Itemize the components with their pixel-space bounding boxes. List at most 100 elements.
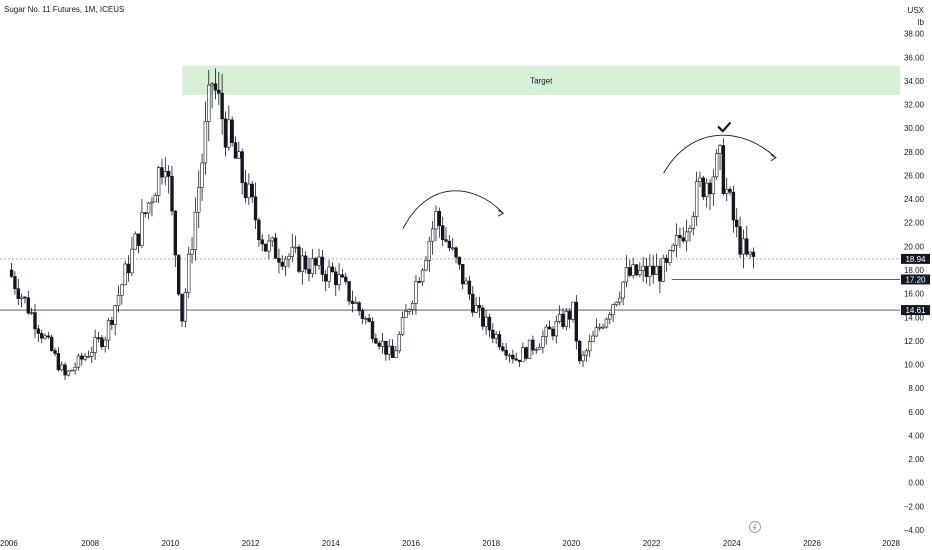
candle-up — [130, 248, 134, 274]
candle-down — [487, 316, 492, 331]
candle-up — [674, 235, 679, 246]
arc-arrow[interactable] — [402, 190, 504, 229]
candle-up — [608, 314, 612, 320]
arrow-head — [770, 154, 777, 162]
candle-down — [751, 251, 756, 258]
candle-up — [283, 258, 288, 267]
y-tick-label: 34.00 — [904, 77, 925, 86]
candle-down — [567, 311, 572, 320]
candle-down — [110, 320, 114, 325]
candle-up — [270, 237, 274, 242]
y-tick-label: 12.00 — [904, 337, 925, 346]
y-tick-label: 28.00 — [904, 148, 925, 157]
candle-down — [96, 337, 101, 339]
candle-down — [250, 183, 254, 198]
price-tags-layer: 18.94 17.20 14.61 — [901, 253, 930, 316]
candle-down — [531, 339, 535, 351]
x-tick-label: 2008 — [81, 539, 99, 548]
candle-up — [397, 334, 401, 352]
candle-up — [588, 341, 592, 352]
candle-up — [146, 202, 151, 214]
candle-up — [474, 305, 478, 313]
candle-down — [173, 210, 178, 256]
candle-up — [380, 340, 385, 347]
target-zone-label: Target — [530, 76, 553, 85]
candle-up — [544, 326, 548, 337]
x-tick-label: 2024 — [723, 539, 741, 548]
candle-down — [514, 358, 518, 361]
candle-down — [39, 333, 44, 339]
candle-down — [444, 239, 448, 242]
unit-label: lb — [917, 18, 924, 27]
candle-down — [100, 337, 104, 347]
candle-up — [527, 339, 532, 359]
x-axis[interactable]: 2006 2008 2010 2012 2014 2016 2018 2020 2022 2024… — [0, 539, 901, 548]
candle-down — [374, 338, 378, 344]
candle-down — [63, 364, 67, 376]
replay-icon[interactable] — [749, 521, 761, 533]
candle-down — [350, 300, 355, 304]
candle-up — [618, 297, 622, 303]
candle-up — [227, 119, 231, 148]
candle-down — [176, 254, 181, 295]
candle-down — [728, 188, 732, 193]
candle-up — [394, 350, 398, 358]
candle-up — [103, 339, 107, 347]
candle-down — [273, 237, 278, 259]
candle-up — [83, 356, 87, 360]
candle-up — [287, 256, 291, 260]
candle-down — [664, 257, 669, 264]
candle-up — [327, 266, 331, 282]
candle-down — [257, 219, 261, 241]
x-tick-label: 2026 — [803, 539, 821, 548]
x-tick-label: 2018 — [482, 539, 500, 548]
candle-down — [628, 267, 632, 276]
candle-down — [491, 329, 495, 339]
candle-down — [477, 305, 482, 309]
candle-up — [484, 316, 488, 327]
candle-down — [561, 313, 565, 327]
candle-down — [517, 359, 522, 362]
y-tick-label: 26.00 — [904, 171, 925, 180]
x-tick-label: 2006 — [0, 539, 18, 548]
candle-up — [267, 240, 271, 252]
candle-up — [725, 188, 729, 194]
y-tick-label: 4.00 — [908, 431, 924, 440]
y-axis[interactable]: 38.00 36.00 34.00 32.00 30.00 28.00 26.00 24.00… — [904, 30, 925, 535]
candle-up — [450, 247, 455, 250]
y-tick-label: 20.00 — [904, 242, 925, 251]
candle-up — [534, 348, 538, 351]
x-tick-label: 2016 — [402, 539, 420, 548]
y-tick-label: 30.00 — [904, 124, 925, 133]
candle-down — [738, 226, 742, 255]
candle-up — [150, 201, 154, 204]
x-tick-label: 2010 — [162, 539, 180, 548]
candle-up — [354, 302, 358, 304]
candle-down — [53, 350, 57, 354]
x-tick-label: 2028 — [882, 539, 900, 548]
candle-down — [497, 334, 502, 348]
candle-down — [160, 167, 164, 178]
candle-up — [671, 244, 675, 251]
candle-up — [684, 231, 689, 242]
candle-down — [13, 276, 17, 289]
currency-label: USX — [907, 6, 924, 15]
candle-down — [367, 318, 371, 322]
candle-down — [440, 225, 445, 240]
candle-down — [313, 258, 318, 266]
candle-down — [577, 340, 582, 362]
candle-up — [598, 326, 602, 329]
candle-up — [73, 366, 77, 371]
candle-up — [704, 182, 709, 198]
arc-arrow[interactable] — [663, 134, 777, 174]
candle-down — [504, 350, 508, 356]
y-tick-label: −2.00 — [904, 502, 925, 511]
candle-up — [193, 211, 198, 250]
candle-down — [297, 246, 301, 272]
candle-up — [187, 253, 191, 293]
candle-down — [136, 233, 141, 247]
candle-up — [494, 334, 498, 339]
candle-down — [280, 262, 284, 267]
candle-down — [126, 263, 131, 274]
